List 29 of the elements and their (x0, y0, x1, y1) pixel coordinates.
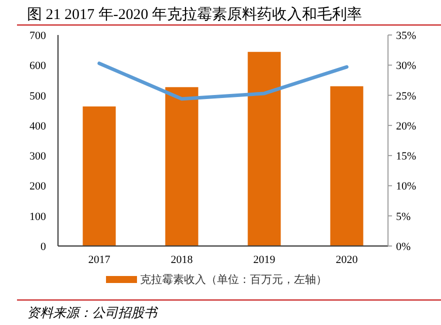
bar (82, 106, 116, 246)
text: 资料来源：公司招股书 (27, 306, 159, 321)
y-tick-label: 500 (30, 90, 46, 102)
y2-tick-label: 15% (396, 150, 416, 163)
y-tick-label: 100 (30, 210, 46, 223)
x-tick-label: 2017 (88, 254, 111, 266)
y-tick-label: 600 (30, 60, 46, 72)
y2-tick-label: 30% (396, 60, 416, 72)
x-tick-label: 2020 (336, 254, 358, 266)
y2-tick-label: 25% (396, 90, 416, 102)
y2-tick-label: 20% (396, 120, 416, 132)
y2-tick-label: 0% (396, 241, 411, 253)
chart-title: 图 21 2017 年-2020 年克拉霉素原料药收入和毛利率 (27, 6, 362, 23)
legend-item: 克拉霉素收入（单位：百万元，左轴） (106, 273, 327, 286)
x-tick-label: 2018 (170, 254, 194, 266)
y-tick-label: 200 (30, 180, 46, 193)
y-tick-label: 0 (40, 241, 46, 253)
y-tick-label: 700 (30, 30, 46, 42)
legend-label: 克拉霉素收入（单位：百万元，左轴） (140, 273, 327, 286)
y-tick-label: 300 (30, 150, 46, 163)
bar (165, 87, 198, 246)
y2-tick-label: 35% (396, 30, 416, 42)
y-tick-label: 400 (30, 120, 46, 132)
bar (248, 52, 281, 246)
y2-tick-label: 5% (396, 210, 411, 223)
x-tick-label: 2019 (253, 254, 276, 266)
y2-tick-label: 10% (396, 180, 416, 193)
bar (330, 86, 364, 246)
line-series (98, 62, 348, 101)
